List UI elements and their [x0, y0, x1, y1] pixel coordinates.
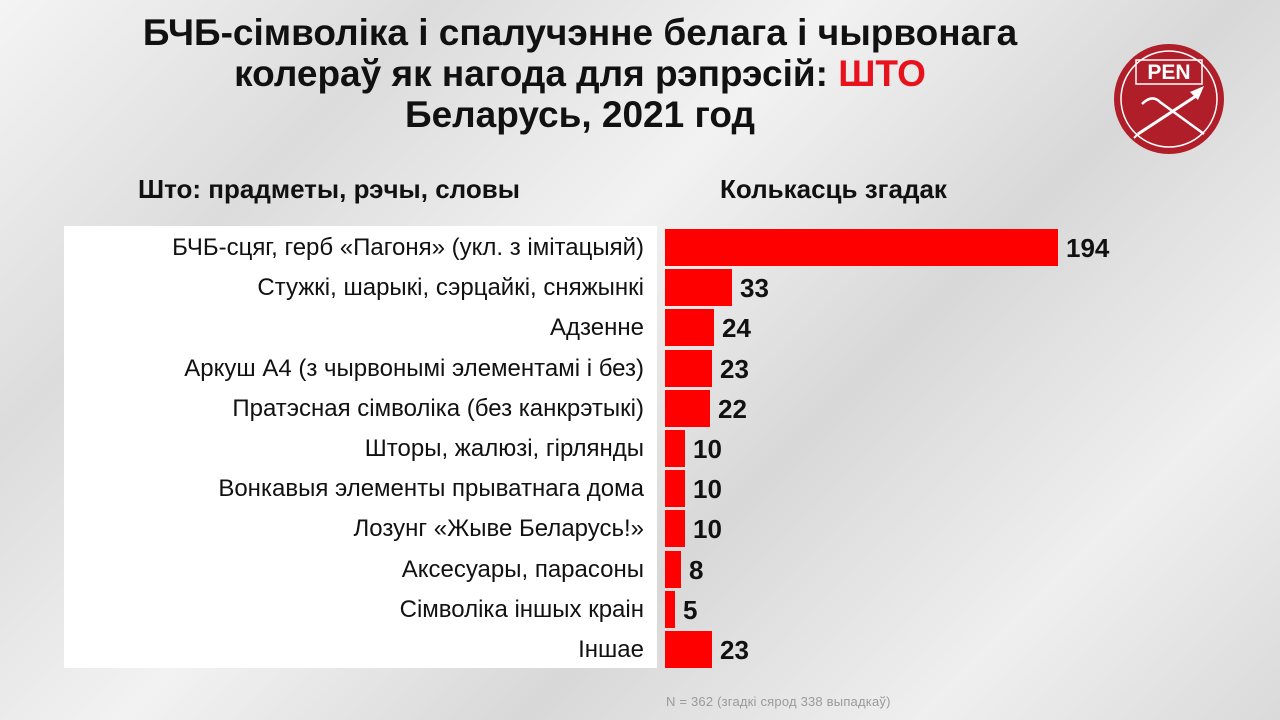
- pen-logo: PEN: [1114, 44, 1224, 154]
- category-label: Адзенне: [550, 314, 644, 342]
- title-line-1: БЧБ-сімволіка і спалучэнне белага і чырв…: [142, 12, 1018, 53]
- title-line-2: колераў як нагода для рэпрэсій: ШТО: [30, 53, 1130, 94]
- bar: [665, 590, 675, 628]
- value-label: 194: [1066, 233, 1110, 263]
- category-column-header: Што: прадметы, рэчы, словы: [138, 174, 520, 204]
- value-label: 10: [693, 434, 722, 464]
- bar: [665, 389, 710, 427]
- category-label: Аркуш А4 (з чырвонымі элементамі і без): [184, 354, 644, 382]
- value-label: 10: [693, 514, 722, 545]
- bar: [665, 269, 732, 307]
- category-label: Іншае: [578, 636, 644, 663]
- value-label: 5: [683, 594, 698, 625]
- bar: [665, 349, 712, 387]
- category-label: Шторы, жалюзі, гірлянды: [364, 435, 644, 462]
- category-label: Сімволіка іншых краін: [399, 595, 644, 623]
- title-line-3: Беларусь, 2021 год: [404, 94, 756, 135]
- category-label: Пратэсная сімволіка (без канкрэтыкі): [232, 394, 644, 422]
- bar: [665, 470, 685, 508]
- value-label: 22: [718, 393, 747, 424]
- category-label: БЧБ-сцяг, герб «Пагоня» (укл. з імітацыя…: [172, 234, 644, 261]
- bar: [665, 550, 681, 588]
- title-line-2-text: колераў як нагода для рэпрэсій:: [234, 53, 839, 94]
- bar: [665, 631, 712, 668]
- value-label: 10: [693, 474, 722, 505]
- value-column-header: Колькасць згадак: [720, 174, 947, 204]
- category-label: Аксесуары, парасоны: [401, 555, 644, 583]
- category-label: Стужкі, шарыкі, сэрцайкі, сняжынкі: [257, 274, 644, 302]
- svg-text:PEN: PEN: [1147, 61, 1190, 84]
- value-label: 23: [720, 635, 749, 665]
- value-label: 24: [722, 313, 751, 344]
- value-label: 33: [740, 273, 769, 304]
- label-panel: [64, 226, 657, 668]
- sample-note: N = 362 (згадкі сярод 338 выпадкаў): [666, 694, 891, 709]
- value-label: 8: [689, 554, 704, 585]
- chart-title: БЧБ-сімволіка і спалучэнне белага і чырв…: [30, 12, 1130, 135]
- title-accent: ШТО: [838, 53, 926, 94]
- category-label: Вонкавыя элементы прыватнага дома: [218, 475, 644, 503]
- bar: [665, 229, 1058, 266]
- bar: [665, 510, 685, 548]
- bar: [665, 309, 714, 347]
- value-label: 23: [720, 353, 749, 384]
- category-label: Лозунг «Жыве Беларусь!»: [353, 515, 644, 543]
- bar: [665, 430, 685, 467]
